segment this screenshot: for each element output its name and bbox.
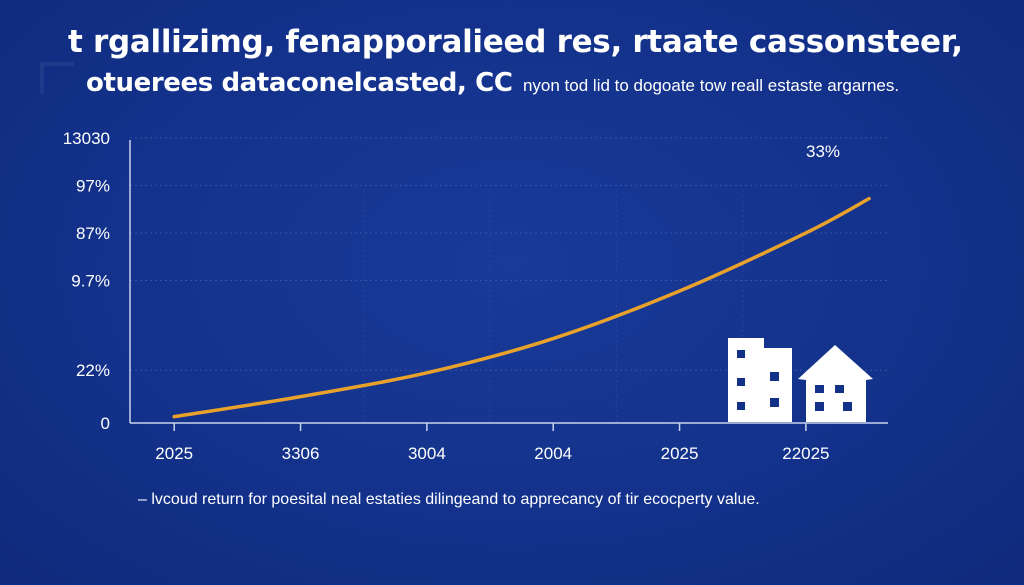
y-tick-label: 87% xyxy=(76,224,110,243)
x-tick-label: 2004 xyxy=(534,444,572,463)
apartment-building-icon xyxy=(728,338,792,422)
y-tick-label: 13030 xyxy=(63,129,110,148)
subtitle-small: nyon tod lid to dogoate tow reall estast… xyxy=(522,76,900,95)
y-axis-ticks: 0 22% 9.7% 87% 97% 13030 xyxy=(63,129,110,433)
chart-caption: – lvcoud return for poesital neal estati… xyxy=(138,491,760,508)
x-tick-label: 3004 xyxy=(408,444,446,463)
series-layer xyxy=(172,196,871,419)
subtitle-bold: otuerees dataconelcasted, CC xyxy=(86,68,513,98)
x-tick-label: 3306 xyxy=(282,444,320,463)
y-tick-label: 97% xyxy=(76,176,110,195)
axes xyxy=(129,140,888,424)
end-annotation-label: 33% xyxy=(806,142,840,161)
house-icon xyxy=(798,345,873,422)
x-tick-label: 2025 xyxy=(661,444,699,463)
chart-title: t rgallizimg, fenapporalieed res, rtaate… xyxy=(68,24,963,60)
y-tick-label: 0 xyxy=(101,414,110,433)
x-axis-ticks: 2025 3306 3004 2004 2025 22025 xyxy=(155,423,830,463)
annotations: 33% xyxy=(806,142,840,161)
y-tick-label: 9.7% xyxy=(71,271,110,290)
chart-subtitle: otuerees dataconelcasted, CC nyon tod li… xyxy=(86,68,899,98)
x-tick-label: 2025 xyxy=(155,444,193,463)
y-tick-label: 22% xyxy=(76,361,110,380)
series-line xyxy=(172,196,871,419)
x-tick-label: 22025 xyxy=(782,444,829,463)
corner-decoration xyxy=(40,62,74,94)
